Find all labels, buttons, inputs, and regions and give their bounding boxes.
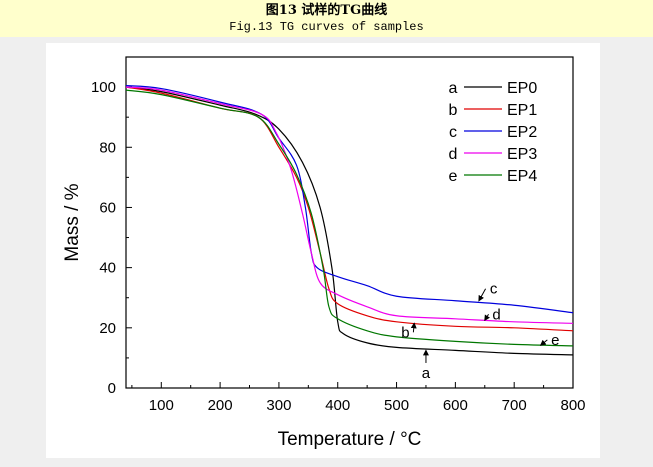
legend-letter: e (449, 168, 458, 185)
legend-entry: EP2 (507, 124, 537, 141)
figure-caption: 图13 试样的TG曲线 Fig.13 TG curves of samples (0, 0, 653, 37)
x-tick-label: 700 (502, 397, 527, 414)
annotation-label: a (422, 365, 431, 382)
legend-letter: d (449, 146, 458, 163)
series-line-ep3 (125, 86, 574, 324)
annotation-arrow (484, 314, 490, 322)
x-axis-label: Temperature / °C (278, 429, 422, 450)
series-line-ep2 (125, 84, 574, 314)
legend-entry: EP4 (507, 168, 537, 185)
y-tick-label: 60 (99, 199, 116, 216)
y-axis-label: Mass / % (62, 183, 83, 261)
annotation-label: e (551, 332, 559, 349)
plot-frame (125, 56, 574, 389)
x-tick-label: 800 (560, 397, 585, 414)
chart-panel: 100 200 300 400 500 600 700 800 0 20 40 60 80 100 Temp… (46, 43, 600, 458)
y-tick-label: 100 (91, 79, 116, 96)
annotation-arrow (478, 288, 487, 302)
caption-english: Fig.13 TG curves of samples (229, 20, 424, 34)
series-line-ep4 (125, 89, 574, 347)
annotation-label: c (490, 281, 498, 298)
annotation-label: b (401, 324, 409, 341)
legend-letter: b (449, 102, 458, 119)
annotation-arrow (410, 322, 417, 333)
y-tick-label: 0 (108, 380, 116, 397)
legend-entry: EP3 (507, 146, 537, 163)
x-tick-label: 400 (325, 397, 350, 414)
x-tick-label: 600 (443, 397, 468, 414)
x-tick-label: 500 (384, 397, 409, 414)
y-tick-label: 20 (99, 320, 116, 337)
y-tick-label: 40 (99, 260, 116, 277)
legend-entry: EP0 (507, 80, 537, 97)
legend-letter: c (449, 124, 457, 141)
x-tick-label: 300 (266, 397, 291, 414)
legend-entry: EP1 (507, 102, 537, 119)
annotation-label: d (492, 306, 500, 323)
series-line-ep0 (125, 86, 574, 356)
x-tick-label: 200 (208, 397, 233, 414)
tg-chart: 100 200 300 400 500 600 700 800 0 20 40 60 80 100 Temp… (62, 56, 586, 450)
x-tick-label: 100 (149, 397, 174, 414)
series-line-ep1 (125, 86, 574, 332)
annotation-arrow (539, 339, 548, 346)
y-tick-label: 80 (99, 139, 116, 156)
caption-chinese: 图13 试样的TG曲线 (265, 3, 388, 18)
legend-letter: a (449, 80, 458, 97)
